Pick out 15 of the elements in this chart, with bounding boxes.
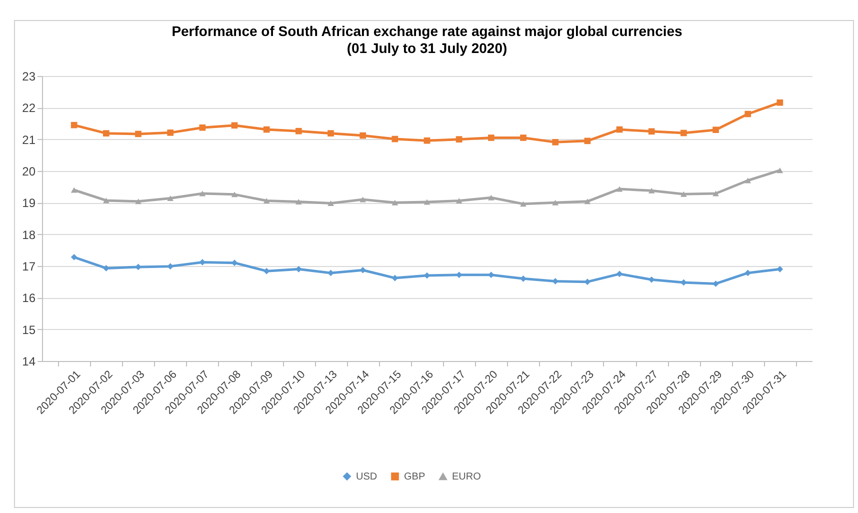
y-tick-label: 20 bbox=[22, 164, 36, 178]
y-tick-label: 22 bbox=[22, 101, 36, 116]
y-tick-label: 16 bbox=[22, 291, 36, 306]
y-tick-label: 19 bbox=[22, 196, 36, 210]
legend-label: USD bbox=[356, 471, 378, 482]
y-tick-label: 14 bbox=[22, 354, 36, 368]
y-tick-label: 21 bbox=[22, 132, 36, 147]
y-tick-label: 17 bbox=[22, 260, 36, 274]
y-tick-label: 18 bbox=[22, 228, 36, 242]
legend-label: EURO bbox=[452, 472, 482, 483]
y-tick-label: 15 bbox=[22, 322, 36, 337]
legend-label: GBP bbox=[404, 471, 426, 482]
chart-subtitle: (01 July to 31 July 2020) bbox=[346, 40, 508, 56]
y-tick-label: 23 bbox=[22, 70, 36, 84]
chart-title: Performance of South African exchange rate against major global currencies bbox=[172, 23, 683, 39]
